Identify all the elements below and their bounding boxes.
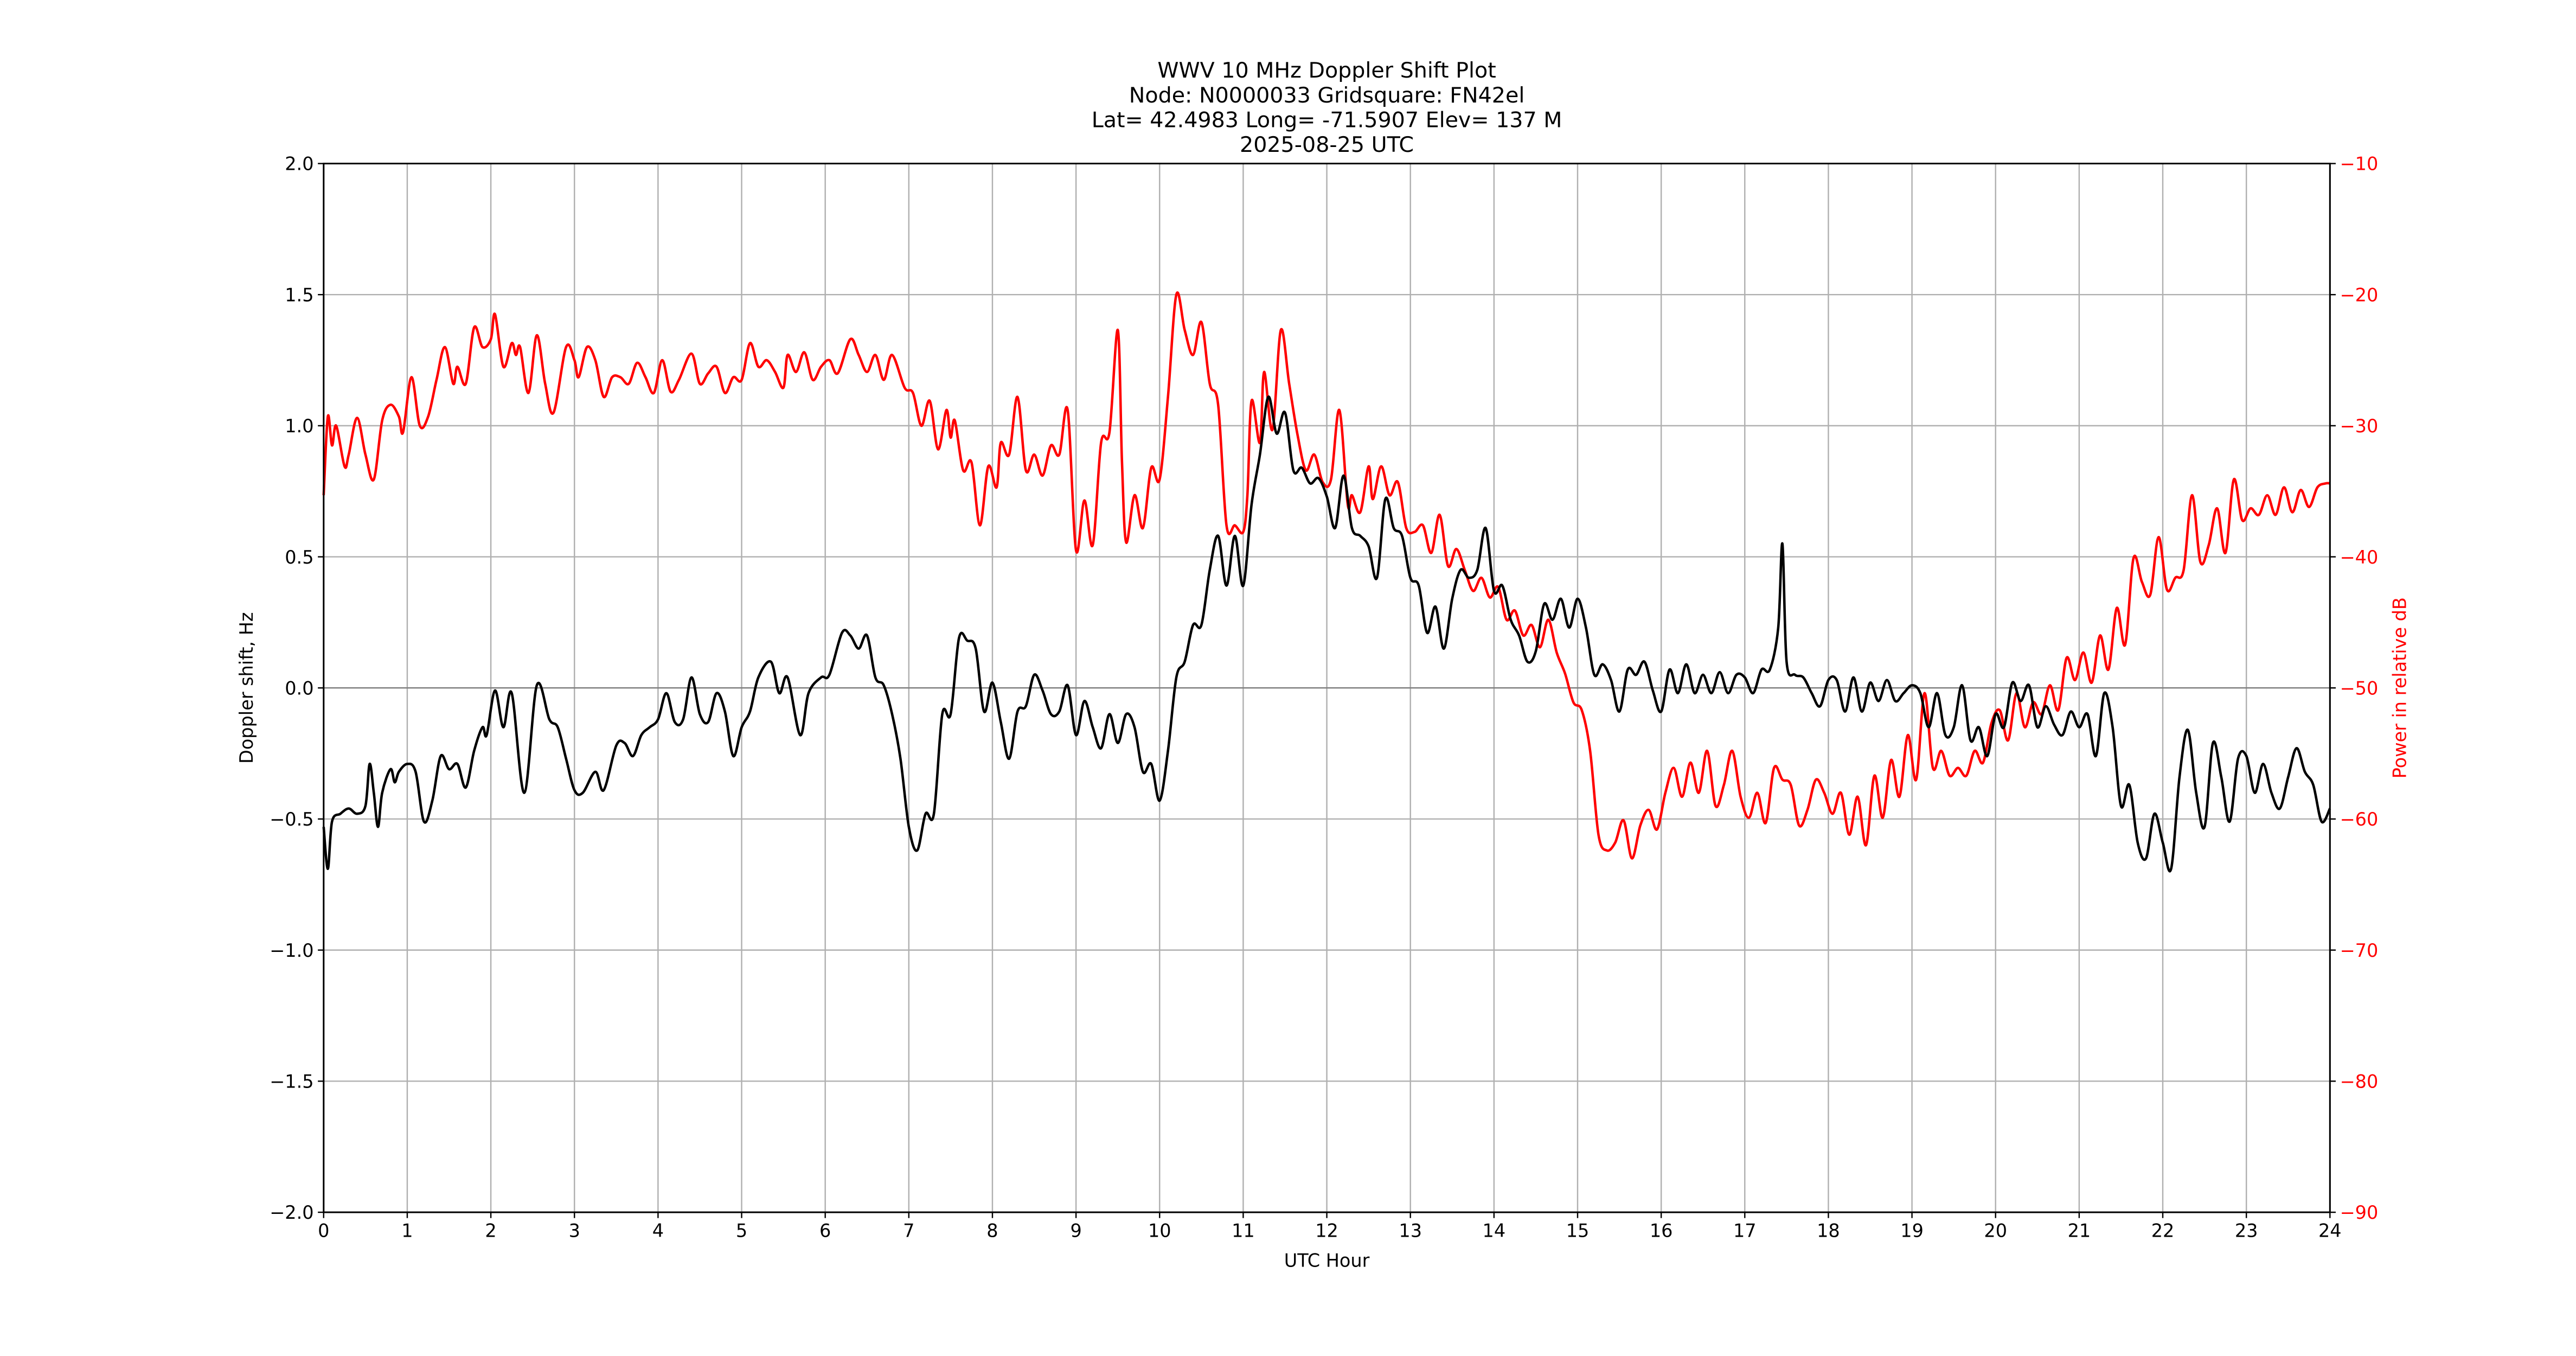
y2-tick-label: −20 — [2340, 284, 2379, 305]
x-tick-label: 16 — [1650, 1220, 1673, 1242]
x-tick-label: 3 — [569, 1220, 580, 1242]
y2-tick-label: −40 — [2340, 547, 2379, 568]
x-tick-label: 12 — [1315, 1220, 1338, 1242]
x-tick-label: 0 — [318, 1220, 329, 1242]
x-tick-label: 24 — [2318, 1220, 2342, 1242]
series-lines — [322, 291, 2331, 873]
x-tick-label: 1 — [401, 1220, 413, 1242]
y2-tick-label: −80 — [2340, 1071, 2379, 1092]
y-tick-label: −1.0 — [270, 940, 313, 961]
x-axis-label: UTC Hour — [1284, 1250, 1370, 1271]
y-tick-label: −0.5 — [270, 809, 313, 830]
x-tick-label: 2 — [485, 1220, 496, 1242]
title-line-1: WWV 10 MHz Doppler Shift Plot — [1157, 58, 1496, 83]
doppler-line — [322, 395, 2331, 873]
x-tick-label: 18 — [1817, 1220, 1840, 1242]
x-tick-label: 15 — [1566, 1220, 1590, 1242]
y2-tick-label: −10 — [2340, 153, 2379, 175]
y2-axis-label: Power in relative dB — [2389, 597, 2410, 778]
x-tick-label: 4 — [652, 1220, 664, 1242]
x-tick-label: 5 — [736, 1220, 747, 1242]
y-tick-label: −1.5 — [270, 1071, 313, 1092]
x-tick-label: 17 — [1733, 1220, 1757, 1242]
x-tick-label: 8 — [986, 1220, 998, 1242]
x-tick-label: 13 — [1399, 1220, 1422, 1242]
x-tick-label: 6 — [819, 1220, 831, 1242]
power-line — [322, 291, 2330, 860]
y2-tick-label: −90 — [2340, 1202, 2379, 1223]
y-tick-label: 0.0 — [285, 677, 313, 699]
title-line-4: 2025-08-25 UTC — [1240, 132, 1414, 157]
y-tick-label: 1.0 — [285, 415, 313, 437]
x-tick-label: 21 — [2068, 1220, 2091, 1242]
x-tick-label: 22 — [2151, 1220, 2175, 1242]
y2-tick-label: −60 — [2340, 809, 2379, 830]
x-tick-label: 20 — [1984, 1220, 2007, 1242]
x-tick-label: 11 — [1232, 1220, 1255, 1242]
y2-tick-label: −30 — [2340, 415, 2379, 437]
y-tick-label: 1.5 — [285, 284, 313, 305]
title-line-3: Lat= 42.4983 Long= -71.5907 Elev= 137 M — [1092, 108, 1562, 133]
y-tick-label: −2.0 — [270, 1202, 313, 1223]
ticks: 0 1 2 3 4 5 6 7 8 9 10 11 12 13 14 15 16 17 18 19 20 21 22 23 24… — [270, 153, 2378, 1242]
x-tick-label: 9 — [1070, 1220, 1081, 1242]
y-axis-label: Doppler shift, Hz — [236, 612, 257, 764]
chart-title: WWV 10 MHz Doppler Shift Plot Node: N000… — [1092, 58, 1562, 157]
y2-tick-label: −70 — [2340, 940, 2379, 961]
x-tick-label: 14 — [1483, 1220, 1506, 1242]
x-tick-label: 19 — [1900, 1220, 1924, 1242]
x-tick-label: 23 — [2235, 1220, 2258, 1242]
x-tick-label: 10 — [1148, 1220, 1171, 1242]
y2-tick-label: −50 — [2340, 677, 2379, 699]
title-line-2: Node: N0000033 Gridsquare: FN42el — [1129, 83, 1525, 108]
y-tick-label: 0.5 — [285, 547, 313, 568]
x-tick-label: 7 — [903, 1220, 914, 1242]
y-tick-label: 2.0 — [285, 153, 313, 175]
